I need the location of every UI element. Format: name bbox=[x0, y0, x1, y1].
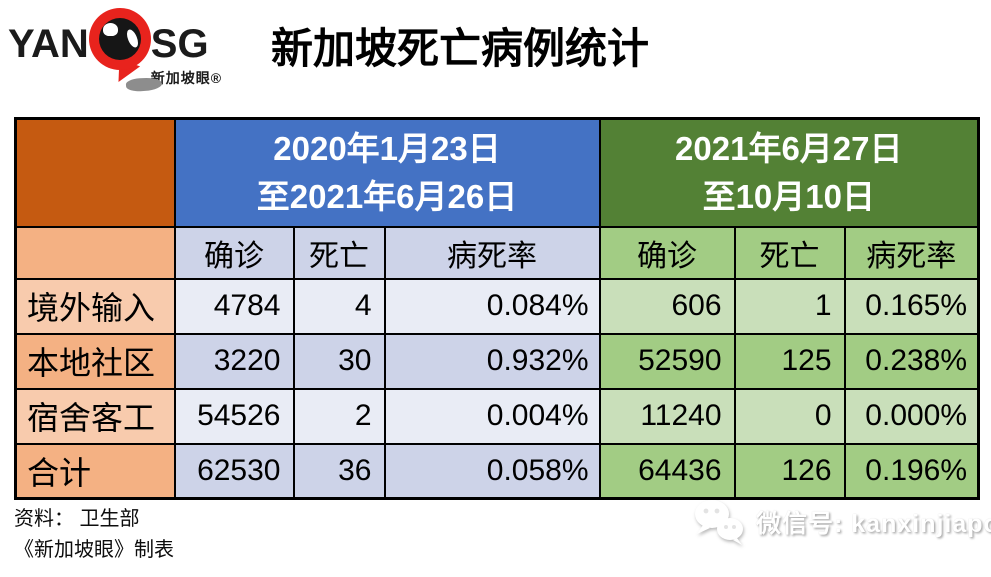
cell-r0-c3: 606 bbox=[598, 277, 736, 335]
logo-subtitle: 新加坡眼® bbox=[150, 70, 223, 86]
corner-cell bbox=[14, 117, 176, 228]
logo-text-yan: YAN bbox=[8, 22, 89, 66]
wechat-bubbles-icon bbox=[695, 500, 743, 545]
column-header-row: 确诊 死亡 病死率 确诊 死亡 病死率 bbox=[14, 225, 980, 280]
cell-r1-c4: 125 bbox=[733, 332, 846, 390]
cell-r2-c4: 0 bbox=[733, 387, 846, 445]
cell-r0-c4: 1 bbox=[733, 277, 846, 335]
wechat-watermark: 微信号: kanxinjiapo bbox=[692, 498, 991, 546]
cell-r3-c0: 62530 bbox=[173, 442, 295, 500]
cell-r3-c2: 0.058% bbox=[383, 442, 601, 500]
col-header-p2-cfr: 病死率 bbox=[843, 225, 980, 280]
logo-right-block: SG 新加坡眼® bbox=[151, 6, 222, 88]
period-header-row: 2020年1月23日 至2021年6月26日 2021年6月27日 至10月10… bbox=[14, 117, 980, 228]
cell-r1-c2: 0.932% bbox=[383, 332, 601, 390]
col-header-p2-confirmed: 确诊 bbox=[598, 225, 736, 280]
row2-label: 宿舍客工 bbox=[14, 387, 176, 445]
row0-label: 境外输入 bbox=[14, 277, 176, 335]
singapore-map-icon bbox=[125, 76, 163, 93]
source-note: 资料： 卫生部 《新加坡眼》制表 bbox=[14, 504, 174, 566]
sub-corner-cell bbox=[14, 225, 176, 280]
eye-icon bbox=[98, 18, 141, 60]
cell-r3-c3: 64436 bbox=[598, 442, 736, 500]
row3-label: 合计 bbox=[14, 442, 176, 500]
cell-r1-c3: 52590 bbox=[598, 332, 736, 390]
eye-glint bbox=[124, 28, 141, 49]
cell-r3-c5: 0.196% bbox=[843, 442, 980, 500]
col-header-p1-cfr: 病死率 bbox=[383, 225, 601, 280]
cell-r2-c3: 11240 bbox=[598, 387, 736, 445]
pin-circle bbox=[88, 8, 151, 70]
period1-line1: 2020年1月23日 bbox=[273, 129, 501, 167]
cell-r3-c1: 36 bbox=[292, 442, 386, 500]
col-header-p1-deaths: 死亡 bbox=[292, 225, 386, 280]
table-row-total: 合计 62530 36 0.058% 64436 126 0.196% bbox=[14, 442, 980, 500]
cell-r1-c1: 30 bbox=[292, 332, 386, 390]
period2-line1: 2021年6月27日 bbox=[675, 129, 903, 167]
yansg-logo: YAN SG 新加坡眼® bbox=[8, 6, 222, 93]
period2-header: 2021年6月27日 至10月10日 bbox=[598, 117, 980, 228]
period1-line2: 至2021年6月26日 bbox=[256, 177, 518, 215]
location-pin-eye-icon bbox=[88, 6, 154, 88]
cell-r2-c1: 2 bbox=[292, 387, 386, 445]
cell-r0-c0: 4784 bbox=[173, 277, 295, 335]
cell-r3-c4: 126 bbox=[733, 442, 846, 500]
cell-r1-c5: 0.238% bbox=[843, 332, 980, 390]
cell-r1-c0: 3220 bbox=[173, 332, 295, 390]
period2-line2: 至10月10日 bbox=[702, 177, 875, 215]
col-header-p2-deaths: 死亡 bbox=[733, 225, 846, 280]
row1-label: 本地社区 bbox=[14, 332, 176, 390]
cell-r0-c5: 0.165% bbox=[843, 277, 980, 335]
cell-r2-c2: 0.004% bbox=[383, 387, 601, 445]
wechat-id-text: 微信号: kanxinjiapo bbox=[756, 510, 991, 538]
table-row-dormitory: 宿舍客工 54526 2 0.004% 11240 0 0.000% bbox=[14, 387, 980, 445]
source-line: 资料： 卫生部 bbox=[14, 508, 140, 530]
cell-r0-c1: 4 bbox=[292, 277, 386, 335]
logo-text-sg: SG bbox=[150, 22, 209, 66]
table-row-imported: 境外输入 4784 4 0.084% 606 1 0.165% bbox=[14, 277, 980, 335]
eye-glint bbox=[102, 23, 118, 36]
cell-r2-c0: 54526 bbox=[173, 387, 295, 445]
table-row-community: 本地社区 3220 30 0.932% 52590 125 0.238% bbox=[14, 332, 980, 390]
cell-r0-c2: 0.084% bbox=[383, 277, 601, 335]
death-statistics-table: 2020年1月23日 至2021年6月26日 2021年6月27日 至10月10… bbox=[14, 117, 981, 500]
col-header-p1-confirmed: 确诊 bbox=[173, 225, 295, 280]
credit-line: 《新加坡眼》制表 bbox=[14, 539, 174, 561]
cell-r2-c5: 0.000% bbox=[843, 387, 980, 445]
period1-header: 2020年1月23日 至2021年6月26日 bbox=[173, 117, 601, 228]
page-title: 新加坡死亡病例统计 bbox=[270, 25, 649, 72]
